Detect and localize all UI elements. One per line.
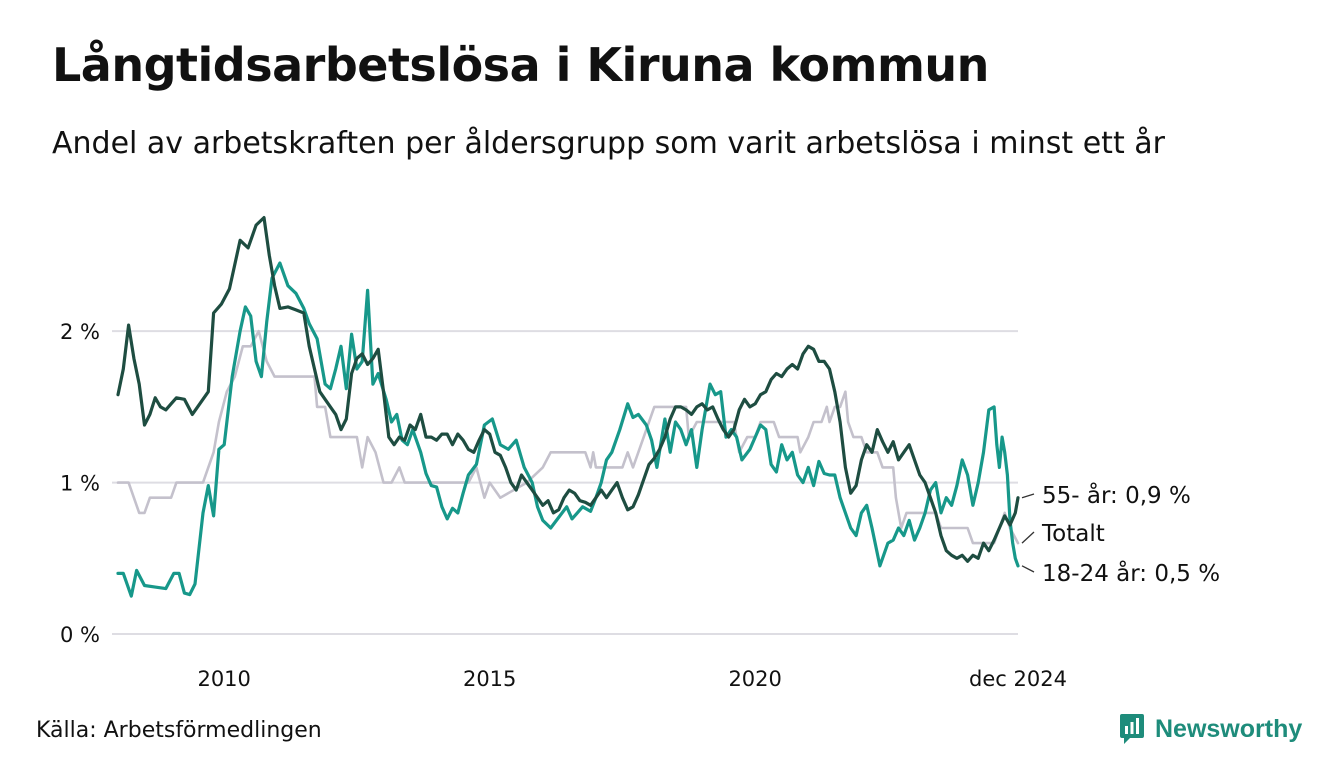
newsworthy-logo-icon	[1120, 714, 1144, 744]
y-tick-label: 1 %	[60, 472, 100, 496]
end-label: Totalt	[1041, 521, 1105, 547]
end-label: 55- år: 0,9 %	[1042, 481, 1191, 509]
x-tick-label: dec 2024	[969, 667, 1067, 691]
end-label-leader	[1021, 565, 1035, 573]
x-tick-label: 2020	[728, 667, 781, 691]
chart-subtitle: Andel av arbetskraften per åldersgrupp s…	[52, 126, 1165, 161]
brand-name: Newsworthy	[1155, 714, 1303, 743]
end-label: 18-24 år: 0,5 %	[1042, 559, 1220, 587]
y-tick-label: 2 %	[60, 320, 100, 344]
series-line-totalt	[116, 329, 1020, 545]
series-line-18-24-r	[116, 261, 1020, 598]
chart-title: Långtidsarbetslösa i Kiruna kommun	[52, 38, 989, 92]
x-tick-label: 2015	[463, 667, 516, 691]
x-tick-label: 2010	[197, 667, 250, 691]
end-label-leader	[1021, 531, 1035, 544]
series-line-55-r	[116, 216, 1020, 563]
y-tick-label: 0 %	[60, 623, 100, 647]
brand-logo[interactable]: Newsworthy	[1118, 712, 1302, 746]
source-note: Källa: Arbetsförmedlingen	[36, 718, 322, 743]
end-label-leader	[1021, 493, 1035, 499]
